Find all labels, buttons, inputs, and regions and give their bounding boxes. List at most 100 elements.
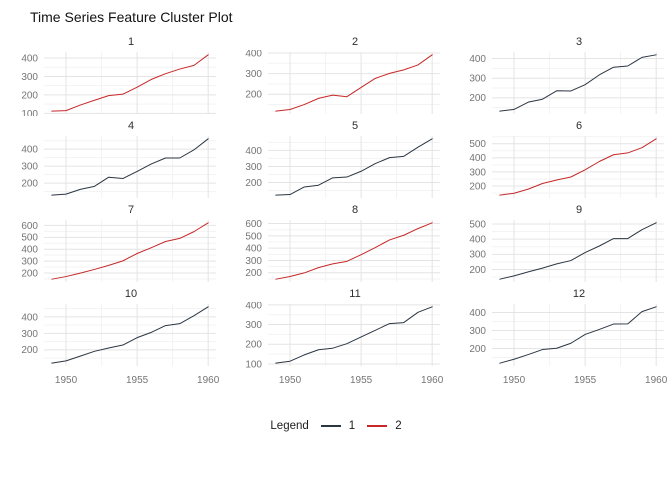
y-tick-label: 400 [21,312,38,323]
x-tick-label: 1955 [350,375,373,386]
facet-panel: 10 200 300 400 1950 1955 1960 [0,287,224,390]
legend-line-swatch [320,425,341,427]
y-tick-label: 400 [21,145,38,156]
y-tick-label: 200 [21,345,38,356]
x-tick-label: 1955 [126,375,149,386]
line-chart: 100 200 300 400 1950 1955 1960 [245,302,444,386]
facet-title: 9 [575,204,583,216]
series-line [51,306,209,364]
y-tick-label: 300 [21,72,38,83]
y-tick-label: 400 [245,244,262,255]
line-chart: 200 300 400 [469,52,664,114]
facet-title: 6 [575,120,583,132]
series-line [51,138,209,196]
legend-title: Legend [270,420,309,432]
series-line [499,138,657,196]
y-tick-label: 200 [245,178,262,189]
y-tick-label: 400 [469,235,486,246]
facet-title: 2 [351,36,359,48]
facet-panel: 11 100 200 300 400 1950 1955 1960 [224,287,448,390]
y-tick-label: 200 [469,181,486,192]
series-line [499,222,657,280]
legend-item: 2 [367,420,402,432]
page-title: Time Series Feature Cluster Plot [30,9,233,25]
y-tick-label: 300 [21,162,38,173]
y-tick-label: 400 [469,153,486,164]
legend-item: 1 [320,420,356,432]
series-line [275,138,433,196]
facet-panel: 12 200 300 400 1950 1955 1960 [448,287,672,390]
series-line [499,54,657,112]
y-tick-label: 100 [245,359,262,370]
facet-title: 12 [572,288,586,300]
line-chart: 200 300 400 1950 1955 1960 [21,304,220,386]
y-tick-label: 500 [21,233,38,244]
facet-panel: 6 200 300 400 500 [448,119,672,200]
x-tick-label: 1960 [197,375,220,386]
y-tick-label: 300 [469,250,486,261]
y-tick-label: 300 [469,326,486,337]
series-line [275,54,433,112]
facet-panel: 5 200 300 400 [224,119,448,200]
y-tick-label: 400 [245,302,262,311]
y-tick-label: 300 [469,74,486,85]
y-tick-label: 300 [245,162,262,173]
y-tick-label: 200 [21,268,38,279]
series-line [51,222,209,280]
x-tick-label: 1950 [55,375,78,386]
line-chart: 200 300 400 500 [469,136,664,198]
line-chart: 200 300 400 [21,136,216,198]
facet-panel: 7 200 300 400 500 600 [0,203,224,284]
line-chart: 200 300 400 [245,50,440,114]
facet-panel: 1 100 200 300 400 [0,35,224,116]
y-tick-label: 200 [21,90,38,101]
y-tick-label: 400 [21,53,38,64]
y-tick-label: 400 [469,308,486,319]
facet-panel: 2 200 300 400 [224,35,448,116]
y-tick-label: 300 [245,256,262,267]
x-tick-label: 1950 [279,375,302,386]
line-chart: 200 300 400 [245,136,440,198]
facet-panel: 8 200 300 400 500 600 [224,203,448,284]
x-tick-label: 1960 [421,375,444,386]
x-tick-label: 1950 [503,375,526,386]
line-chart: 200 300 400 1950 1955 1960 [469,304,668,386]
legend-item-label: 1 [348,420,356,432]
x-tick-label: 1960 [645,375,668,386]
y-tick-label: 300 [245,69,262,80]
facet-panel: 9 200 300 400 500 [448,203,672,284]
y-tick-label: 400 [245,146,262,157]
facet-panel: 4 200 300 400 [0,119,224,200]
facet-panel: 3 200 300 400 [448,35,672,116]
facet-title: 5 [351,120,359,132]
y-tick-label: 200 [245,340,262,351]
y-tick-label: 300 [21,257,38,268]
y-tick-label: 200 [21,179,38,190]
y-tick-label: 600 [245,219,262,230]
y-tick-label: 300 [245,320,262,331]
legend-line-swatch [367,425,388,427]
line-chart: 200 300 400 500 [469,219,664,282]
facet-title: 11 [349,288,361,300]
y-tick-label: 200 [469,265,486,276]
y-tick-label: 400 [245,50,262,59]
y-tick-label: 400 [21,245,38,256]
y-tick-label: 200 [245,90,262,101]
y-tick-label: 200 [245,268,262,279]
facet-grid: 1 100 200 300 400 2 200 300 400 3 200 300 400 4 200 300… [0,35,672,390]
y-tick-label: 500 [245,231,262,242]
y-tick-label: 200 [469,93,486,104]
series-line [51,54,209,112]
facet-title: 1 [127,36,135,48]
y-tick-label: 100 [21,109,38,116]
x-tick-label: 1955 [574,375,597,386]
y-tick-label: 600 [21,221,38,232]
line-chart: 100 200 300 400 [21,52,216,116]
facet-title: 4 [127,120,135,132]
series-line [275,222,433,280]
